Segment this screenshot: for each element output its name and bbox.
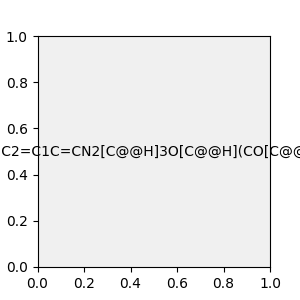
Text: O=C1NC=NC2=C1C=CN2[C@@H]3O[C@@H](CO[C@@](c4ccc(OC): O=C1NC=NC2=C1C=CN2[C@@H]3O[C@@H](CO[C@@]…	[0, 145, 300, 158]
